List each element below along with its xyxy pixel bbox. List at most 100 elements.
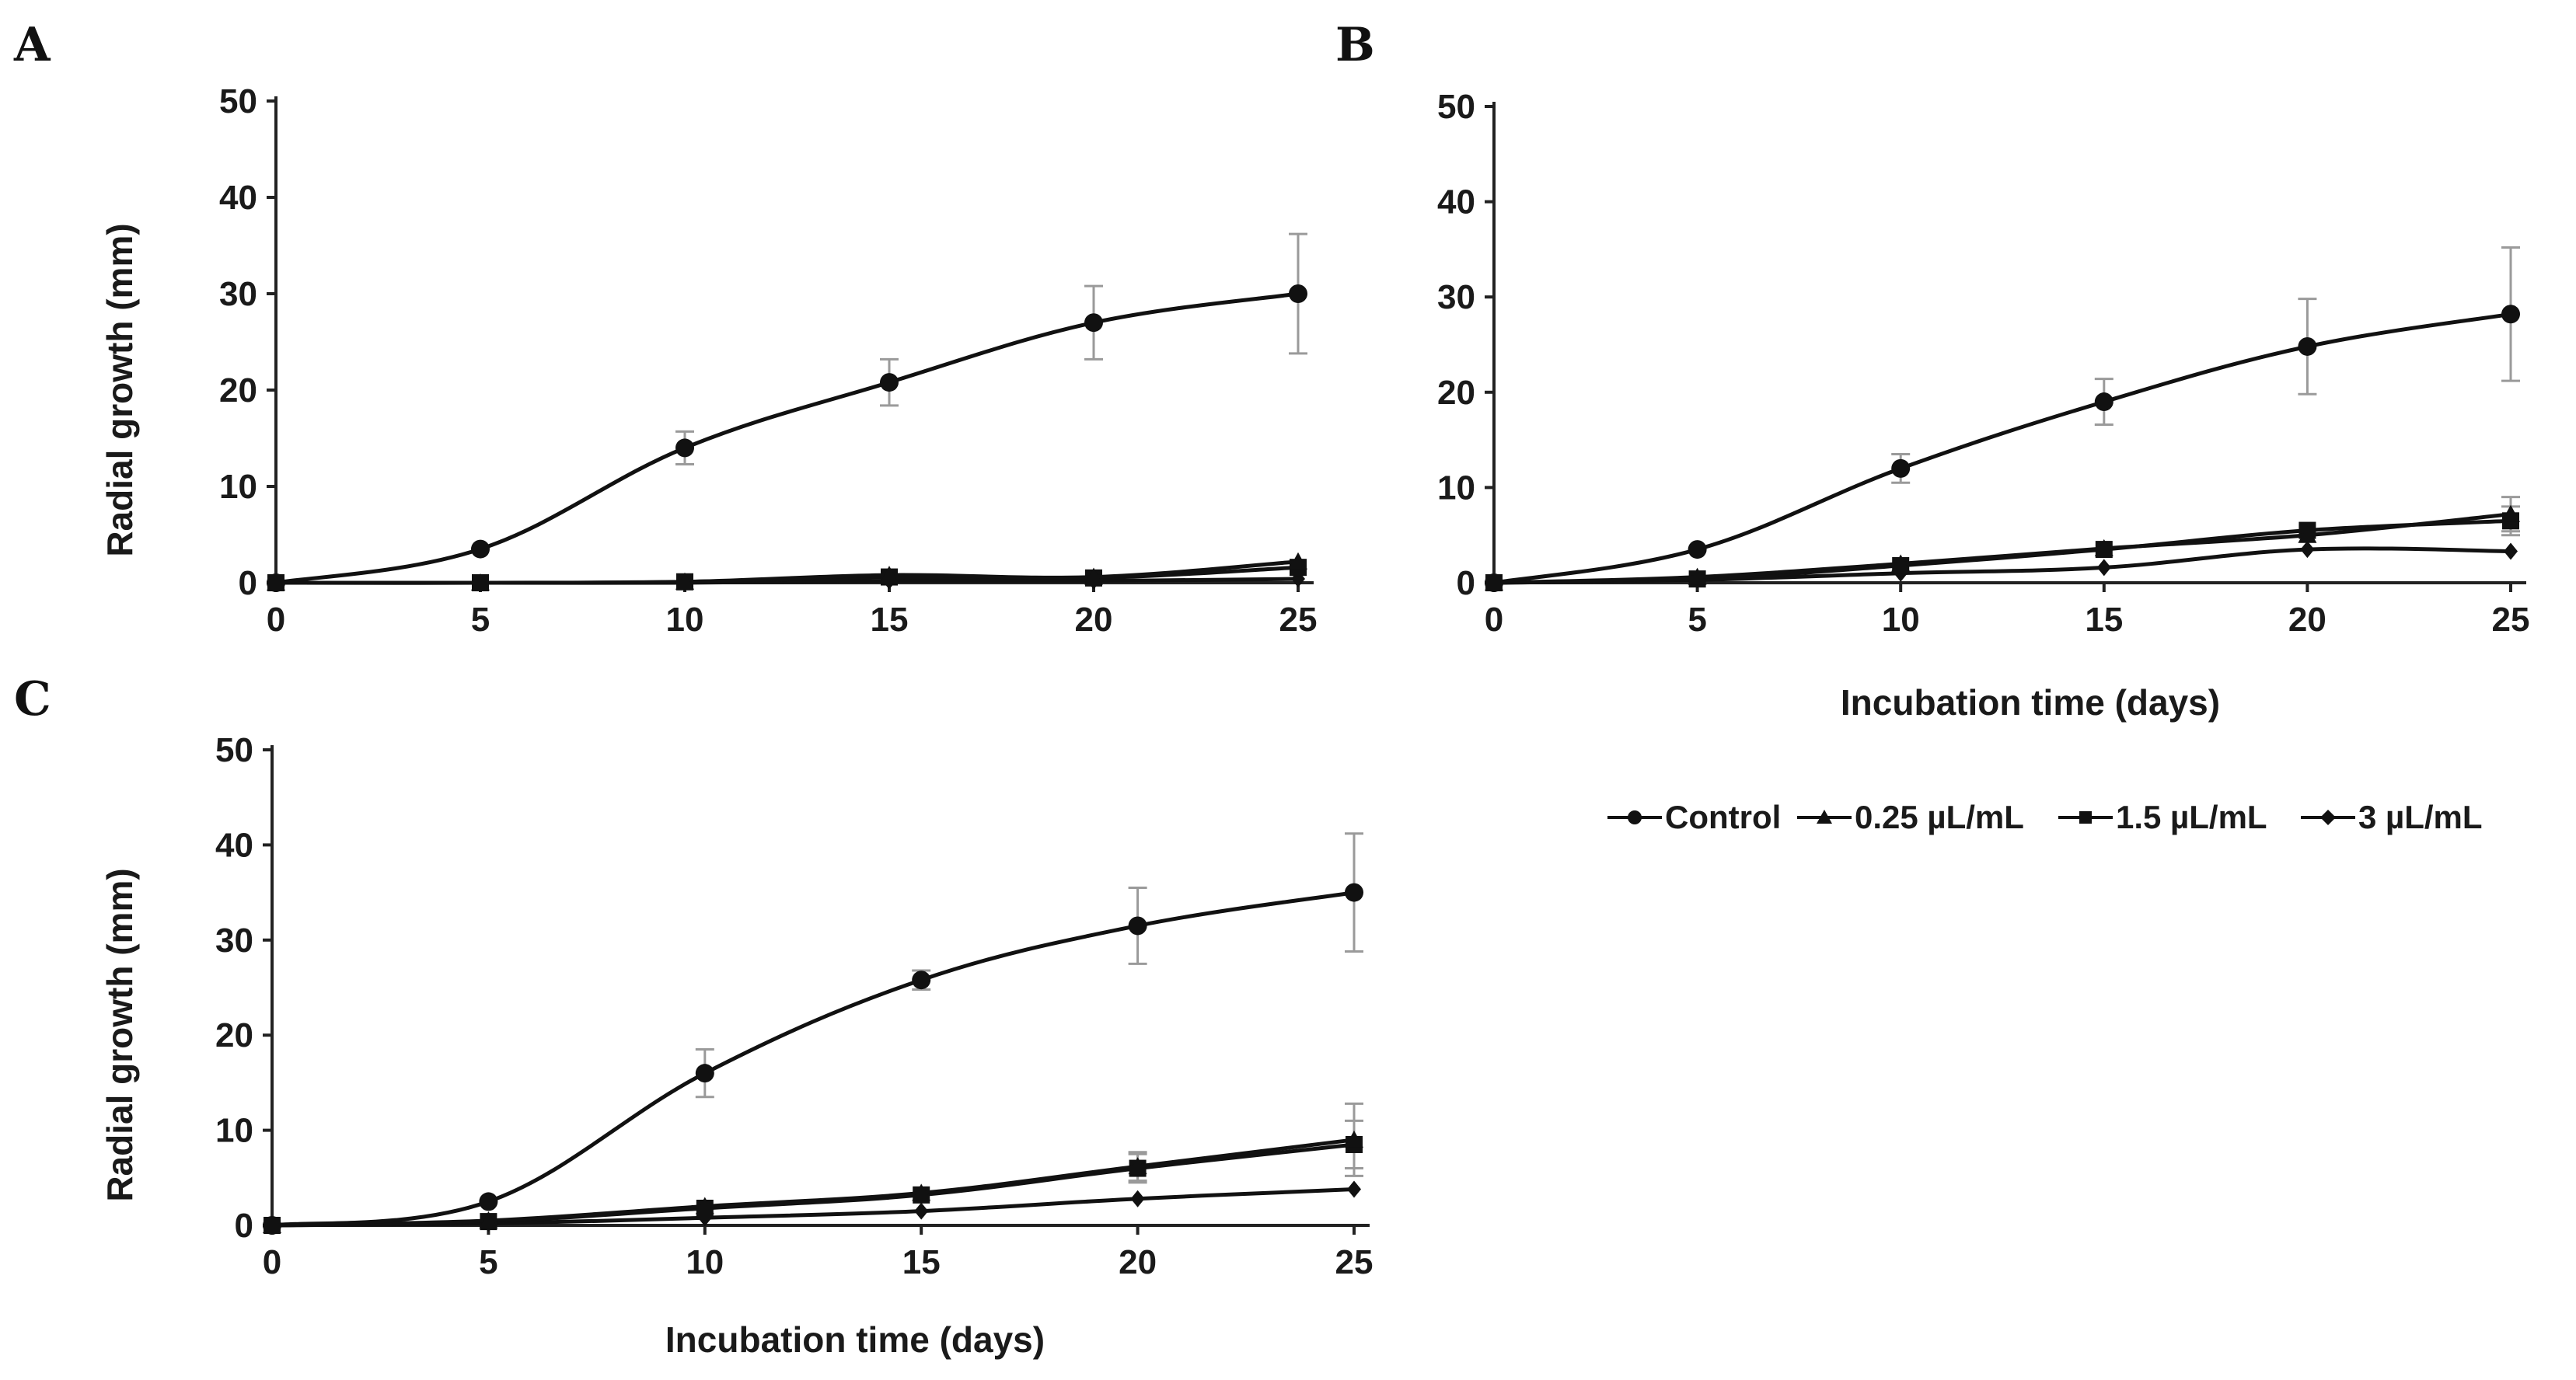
panel-b-x-tick-label: 25 xyxy=(2492,601,2530,639)
panel-c-point-0-25-l-ml xyxy=(1345,1130,1363,1148)
panel-b-point-3-l-ml xyxy=(2300,541,2315,559)
panel-c-x-axis-title: Incubation time (days) xyxy=(665,1319,1045,1360)
legend-label-1-5: 1.5 µL/mL xyxy=(2116,799,2267,835)
legend-label-3: 3 µL/mL xyxy=(2358,799,2483,835)
panel-c-y-tick-label: 50 xyxy=(215,731,253,769)
panel-b-point-3-l-ml xyxy=(2504,542,2518,560)
legend-marker-square xyxy=(2079,811,2092,824)
panel-b-point-3-l-ml xyxy=(2096,559,2111,577)
panel-a-y-tick-label: 10 xyxy=(219,468,257,506)
panel-b-series-line-0-25-l-ml xyxy=(1493,512,2511,585)
panel-c-series-line-control xyxy=(271,890,1355,1228)
panel-a-point-control xyxy=(471,539,490,559)
panel-a-series-line-control xyxy=(275,291,1299,585)
panel-a-y-tick-label: 50 xyxy=(219,82,257,120)
panel-c-x-tick-label: 0 xyxy=(263,1243,281,1281)
panel-b-x-tick-label: 5 xyxy=(1688,601,1706,639)
panel-b-y-tick-label: 40 xyxy=(1437,183,1475,221)
panel-c-point-control xyxy=(912,971,931,990)
panel-b-point-0-25-l-ml xyxy=(1891,554,1911,572)
panel-a-plot: 0 10 20 30 40 50 0 5 10 15 20 25 xyxy=(219,82,1317,639)
panel-a-y-tick-label: 40 xyxy=(219,179,257,217)
panel-a-point-control xyxy=(880,373,899,392)
panel-a-point-control xyxy=(1289,284,1307,303)
panel-c-point-0-25-l-ml xyxy=(479,1211,498,1228)
panel-a-x-tick-label: 10 xyxy=(666,601,704,639)
panel-a-point-0-25-l-ml xyxy=(1084,567,1103,585)
panel-c-point-3-l-ml xyxy=(914,1202,929,1220)
panel-b-x-tick-label: 10 xyxy=(1882,601,1920,639)
panel-a-y-tick-label: 30 xyxy=(219,275,257,313)
panel-c-y-tick-label: 0 xyxy=(235,1207,253,1245)
panel-a-x-tick-label: 15 xyxy=(871,601,909,639)
panel-a-point-0-25-l-ml xyxy=(1289,552,1307,570)
legend-item-1-5: 1.5 µL/mL xyxy=(2058,799,2267,835)
legend: Control 0.25 µL/mL 1.5 µL/mL 3 µL/mL xyxy=(1607,799,2483,835)
legend-item-3: 3 µL/mL xyxy=(2301,799,2483,835)
panel-letter-b: B xyxy=(1335,18,1375,72)
panel-c-y-tick-label: 20 xyxy=(215,1016,253,1054)
panel-a-y-axis-title: Radial growth (mm) xyxy=(99,223,140,556)
panel-a-point-0-25-l-ml xyxy=(471,573,490,591)
panel-a-point-control xyxy=(675,438,694,458)
panel-c-series-line-3-l-ml xyxy=(271,1187,1355,1228)
panel-a-x-tick-label: 20 xyxy=(1075,601,1113,639)
panel-b-point-control xyxy=(2501,305,2520,324)
panel-letter-c: C xyxy=(14,672,51,727)
panel-b-point-control xyxy=(2094,392,2114,412)
panel-c-point-3-l-ml xyxy=(1347,1180,1361,1198)
panel-b-x-tick-label: 15 xyxy=(2085,601,2123,639)
panel-b-x-axis-title: Incubation time (days) xyxy=(1841,682,2220,723)
panel-a-y-tick-label: 0 xyxy=(239,564,257,602)
panel-a-point-control xyxy=(267,573,285,592)
panel-a-point-0-25-l-ml xyxy=(675,572,694,590)
panel-a-point-control xyxy=(1084,313,1103,333)
panel-b-series-line-control xyxy=(1493,312,2511,585)
panel-b-point-control xyxy=(1891,458,1911,478)
panel-a-x-tick-label: 25 xyxy=(1279,601,1318,639)
panel-b-x-tick-label: 0 xyxy=(1485,601,1503,639)
panel-b-point-control xyxy=(1688,540,1707,559)
panel-b-y-tick-label: 20 xyxy=(1437,374,1475,412)
panel-c-y-axis-title: Radial growth (mm) xyxy=(99,868,140,1201)
panel-c-point-control xyxy=(1345,883,1363,902)
panel-c-x-tick-label: 10 xyxy=(686,1243,724,1281)
panel-c-plot: 0 10 20 30 40 50 0 5 10 15 20 25 xyxy=(215,731,1373,1281)
panel-c-point-0-25-l-ml xyxy=(1128,1157,1147,1175)
legend-marker-triangle xyxy=(1817,810,1832,824)
panel-c-y-tick-label: 40 xyxy=(215,826,253,864)
panel-b-plot: 0 10 20 30 40 50 0 5 10 15 20 25 xyxy=(1437,88,2529,639)
panel-c-x-tick-label: 20 xyxy=(1119,1243,1157,1281)
legend-item-0-25: 0.25 µL/mL xyxy=(1797,799,2024,835)
panel-c-point-control xyxy=(695,1064,714,1083)
panel-b-x-tick-label: 20 xyxy=(2288,601,2326,639)
panel-c-series-line-0-25-l-ml xyxy=(271,1138,1355,1228)
panel-b-y-tick-label: 0 xyxy=(1457,564,1475,602)
panel-c-point-3-l-ml xyxy=(1130,1190,1145,1208)
panel-a-point-0-25-l-ml xyxy=(880,566,899,584)
panel-b-y-tick-label: 10 xyxy=(1437,469,1475,507)
panel-a-y-tick-label: 20 xyxy=(219,371,257,409)
panel-c-point-0-25-l-ml xyxy=(912,1183,931,1201)
panel-b-point-0-25-l-ml xyxy=(2298,525,2317,543)
panel-a-x-tick-label: 0 xyxy=(267,601,285,639)
panel-b-y-tick-label: 50 xyxy=(1437,88,1475,126)
panel-c-y-tick-label: 10 xyxy=(215,1112,253,1150)
panel-b-point-0-25-l-ml xyxy=(2094,538,2114,556)
panel-b-point-0-25-l-ml xyxy=(1688,567,1707,585)
panel-c-point-0-25-l-ml xyxy=(695,1197,714,1214)
panel-a-x-tick-label: 5 xyxy=(471,601,490,639)
legend-item-control: Control xyxy=(1607,799,1781,835)
panel-c-point-control xyxy=(479,1192,498,1211)
panel-b-point-0-25-l-ml xyxy=(2501,504,2520,522)
panel-c-point-control xyxy=(1128,916,1147,936)
legend-label-control: Control xyxy=(1665,799,1781,835)
panel-b-y-tick-label: 30 xyxy=(1437,278,1475,316)
panel-a-series-line-0-25-l-ml xyxy=(275,559,1299,585)
panel-c-x-tick-label: 25 xyxy=(1335,1243,1374,1281)
panel-c-x-tick-label: 5 xyxy=(479,1243,497,1281)
panel-letter-a: A xyxy=(13,18,51,72)
legend-label-0-25: 0.25 µL/mL xyxy=(1855,799,2024,835)
legend-marker-diamond xyxy=(2320,810,2336,825)
